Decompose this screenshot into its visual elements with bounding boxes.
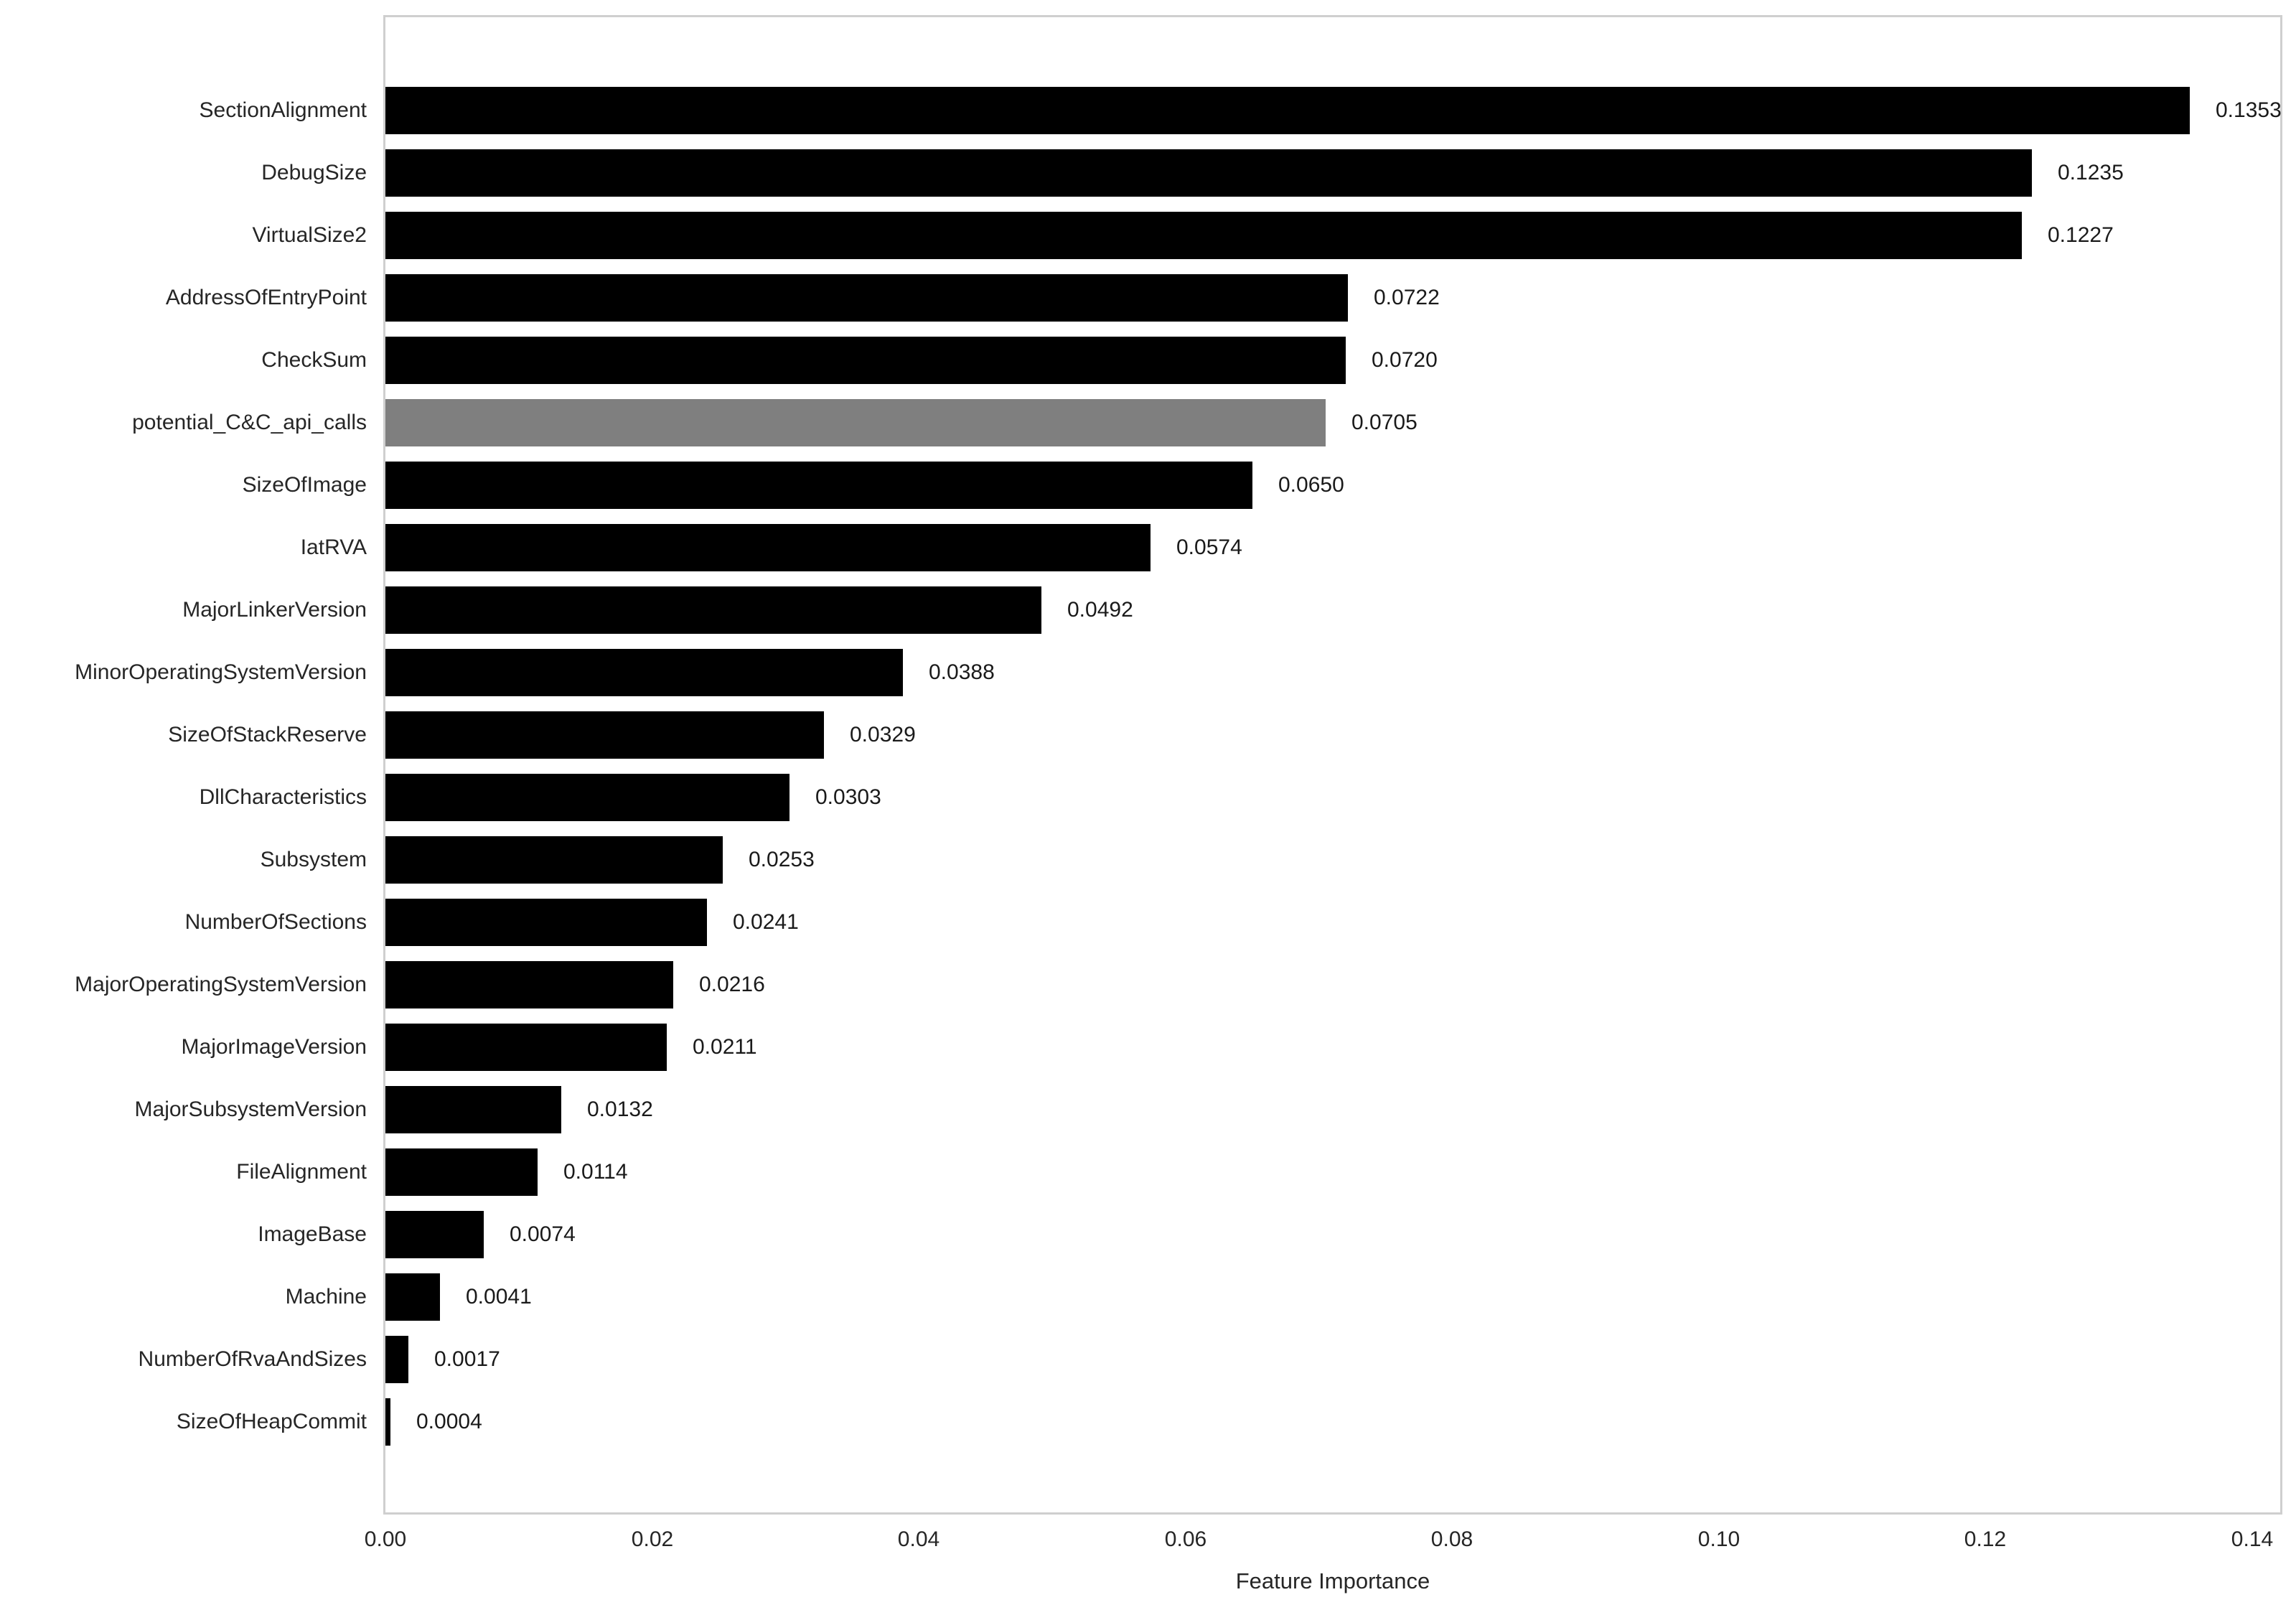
bar-DebugSize — [385, 149, 2032, 197]
bar-SectionAlignment — [385, 87, 2190, 134]
category-label: MajorOperatingSystemVersion — [75, 973, 367, 996]
category-label: potential_C&C_api_calls — [132, 411, 367, 434]
bar-SizeOfHeapCommit — [385, 1398, 390, 1446]
category-label: DebugSize — [261, 161, 367, 184]
bar-VirtualSize2 — [385, 212, 2022, 259]
bar-value-label: 0.0132 — [587, 1097, 653, 1121]
bar-value-label: 0.1235 — [2058, 161, 2124, 184]
category-label: Subsystem — [260, 848, 367, 871]
bar-CheckSum — [385, 337, 1346, 384]
bar-value-label: 0.0388 — [929, 660, 995, 684]
x-tick-label: 0.06 — [1164, 1527, 1207, 1551]
category-label: AddressOfEntryPoint — [165, 286, 367, 309]
x-tick-label: 0.02 — [631, 1527, 674, 1551]
bar-value-label: 0.0492 — [1067, 598, 1133, 622]
bar-value-label: 0.0303 — [815, 785, 881, 809]
bar-value-label: 0.0722 — [1374, 286, 1440, 309]
category-label: SizeOfHeapCommit — [176, 1410, 367, 1433]
bar-value-label: 0.0253 — [749, 848, 815, 871]
bar-value-label: 0.0574 — [1176, 535, 1242, 559]
bar-MajorLinkerVersion — [385, 586, 1041, 634]
category-label: CheckSum — [261, 348, 367, 372]
bar-value-label: 0.0329 — [850, 723, 916, 747]
plot-area — [383, 15, 2282, 1515]
bar-value-label: 0.0216 — [699, 973, 765, 996]
category-label: MajorLinkerVersion — [182, 598, 367, 622]
bar-MinorOperatingSystemVersion — [385, 649, 903, 696]
x-tick-label: 0.08 — [1430, 1527, 1473, 1551]
bar-value-label: 0.0114 — [563, 1160, 628, 1184]
category-label: SectionAlignment — [199, 98, 367, 122]
bar-value-label: 0.0041 — [466, 1285, 532, 1309]
bar-SizeOfStackReserve — [385, 711, 824, 759]
bar-FileAlignment — [385, 1148, 538, 1196]
bar-DllCharacteristics — [385, 774, 789, 821]
x-axis-title: Feature Importance — [1235, 1568, 1430, 1593]
x-tick-label: 0.14 — [2231, 1527, 2274, 1551]
bar-ImageBase — [385, 1211, 484, 1258]
x-tick-label: 0.12 — [1964, 1527, 2007, 1551]
bar-Subsystem — [385, 836, 723, 884]
category-label: IatRVA — [300, 535, 367, 559]
category-label: VirtualSize2 — [252, 223, 367, 247]
category-label: NumberOfSections — [184, 910, 367, 934]
x-tick-label: 0.10 — [1697, 1527, 1740, 1551]
category-label: DllCharacteristics — [199, 785, 367, 809]
bar-value-label: 0.0241 — [733, 910, 799, 934]
bar-NumberOfSections — [385, 899, 707, 946]
bar-MajorImageVersion — [385, 1024, 667, 1071]
bar-AddressOfEntryPoint — [385, 274, 1348, 322]
bar-NumberOfRvaAndSizes — [385, 1336, 408, 1383]
bar-value-label: 0.1227 — [2048, 223, 2114, 247]
bar-potential_C&C_api_calls — [385, 399, 1326, 446]
bar-MajorSubsystemVersion — [385, 1086, 561, 1133]
category-label: Machine — [285, 1285, 367, 1309]
x-tick-label: 0.00 — [364, 1527, 407, 1551]
bar-value-label: 0.1353 — [2216, 98, 2282, 122]
bar-Machine — [385, 1273, 440, 1321]
bar-value-label: 0.0720 — [1372, 348, 1438, 372]
category-label: SizeOfStackReserve — [168, 723, 367, 747]
bar-SizeOfImage — [385, 462, 1252, 509]
category-label: NumberOfRvaAndSizes — [138, 1347, 367, 1371]
bar-value-label: 0.0004 — [416, 1410, 482, 1433]
bar-value-label: 0.0074 — [510, 1222, 576, 1246]
bar-value-label: 0.0650 — [1278, 473, 1344, 497]
x-tick-label: 0.04 — [897, 1527, 940, 1551]
bar-IatRVA — [385, 524, 1151, 571]
bar-value-label: 0.0211 — [693, 1035, 757, 1059]
category-label: ImageBase — [258, 1222, 367, 1246]
bar-MajorOperatingSystemVersion — [385, 961, 673, 1008]
category-label: SizeOfImage — [242, 473, 367, 497]
category-label: MajorImageVersion — [181, 1035, 367, 1059]
bar-value-label: 0.0017 — [434, 1347, 500, 1371]
category-label: MinorOperatingSystemVersion — [75, 660, 367, 684]
bar-value-label: 0.0705 — [1351, 411, 1418, 434]
category-label: FileAlignment — [236, 1160, 367, 1184]
category-label: MajorSubsystemVersion — [134, 1097, 367, 1121]
